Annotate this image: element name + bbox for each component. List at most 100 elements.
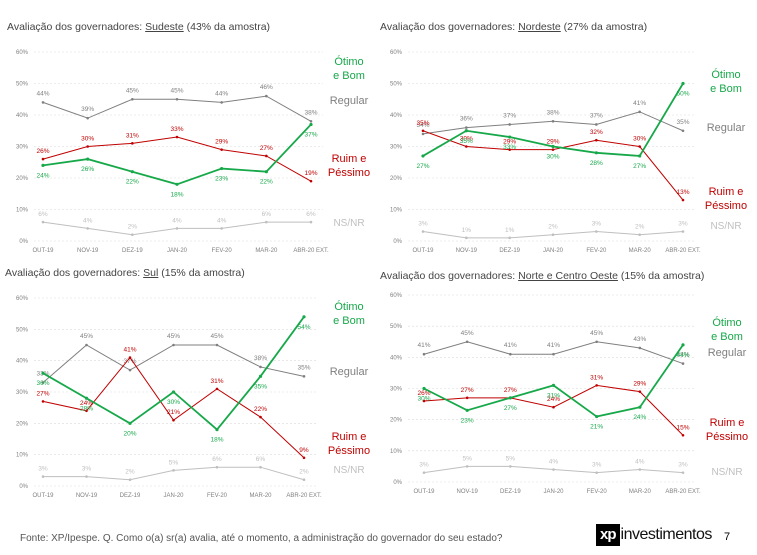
point-otimo xyxy=(41,371,45,375)
x-tick-label: NOV-19 xyxy=(456,248,478,254)
y-tick-label: 50% xyxy=(16,327,29,333)
point-regular xyxy=(86,116,89,120)
point-regular xyxy=(215,343,219,347)
data-label-ruim: 24% xyxy=(80,400,93,407)
data-label-regular: 43% xyxy=(633,336,646,343)
point-ns xyxy=(172,469,175,472)
point-ns xyxy=(509,465,512,468)
y-tick-label: 50% xyxy=(390,82,403,88)
title-region: Sul xyxy=(143,267,159,279)
data-label-regular: 38% xyxy=(546,109,559,116)
data-label-otimo: 30% xyxy=(167,399,180,406)
legend-ns: NS/NR xyxy=(333,218,364,229)
data-label-regular: 41% xyxy=(504,342,517,349)
data-label-ns: 3% xyxy=(418,221,428,228)
point-regular xyxy=(595,340,598,344)
data-label-otimo: 18% xyxy=(210,437,223,444)
point-ruim xyxy=(128,356,132,359)
point-ruim xyxy=(86,145,89,148)
y-tick-label: 40% xyxy=(16,113,29,119)
point-regular xyxy=(259,365,262,369)
legend-otimo: Ótimo xyxy=(712,316,741,329)
data-label-ruim: 9% xyxy=(299,447,309,454)
point-regular xyxy=(422,352,426,356)
point-ns xyxy=(421,230,425,233)
x-tick-label: FEV-20 xyxy=(586,248,607,254)
data-label-ns: 2% xyxy=(299,469,309,476)
data-label-ns: 3% xyxy=(38,466,48,473)
point-ruim xyxy=(172,418,175,422)
plot-nordeste: 0% 10% 20% 30% 40% 50% 60% OUT-19 NOV-19 DEZ-19 JA… xyxy=(390,50,747,254)
point-ns xyxy=(220,227,223,230)
point-otimo xyxy=(86,157,90,161)
point-otimo xyxy=(421,154,425,158)
data-label-otimo: 18% xyxy=(170,191,183,198)
legend-ruim: Ruim e xyxy=(332,431,367,443)
data-label-ruim: 15% xyxy=(676,424,689,431)
legend-otimo: e Bom xyxy=(333,70,365,82)
data-label-regular: 45% xyxy=(170,87,183,94)
point-ns xyxy=(309,220,313,224)
data-label-ns: 4% xyxy=(172,217,182,224)
legend-otimo: Ótimo xyxy=(334,55,363,68)
data-label-ns: 5% xyxy=(462,455,472,462)
point-ruim xyxy=(41,400,45,403)
point-ruim xyxy=(175,135,179,139)
legend-regular: Regular xyxy=(330,366,369,378)
point-ruim xyxy=(551,148,555,151)
point-ruim xyxy=(552,405,555,409)
point-otimo xyxy=(175,182,179,186)
x-tick-label: NOV-19 xyxy=(77,248,99,254)
y-tick-label: 60% xyxy=(390,50,403,56)
chart-sudeste: Avaliação dos governadores: Sudeste (43%… xyxy=(0,0,378,265)
data-label-otimo: 27% xyxy=(633,163,646,170)
y-tick-label: 0% xyxy=(393,480,402,486)
point-regular xyxy=(85,343,88,347)
data-label-otimo: 24% xyxy=(36,172,49,179)
data-label-otimo: 28% xyxy=(80,405,93,412)
data-label-regular: 41% xyxy=(417,342,430,349)
point-regular xyxy=(508,123,511,126)
data-label-ruim: 35% xyxy=(416,120,429,127)
data-label-ruim: 26% xyxy=(417,390,430,397)
x-tick-label: ABR-20 EXT. xyxy=(293,248,329,254)
legend-ns: NS/NR xyxy=(711,467,742,478)
point-ns xyxy=(595,471,598,474)
data-label-otimo: 54% xyxy=(297,324,310,331)
title-prefix: Avaliação dos governadores: xyxy=(380,270,519,282)
point-otimo xyxy=(84,396,89,400)
legend-regular: Regular xyxy=(708,347,747,359)
point-ns xyxy=(465,465,469,468)
point-ns xyxy=(259,465,262,469)
x-tick-label: ABR-20 EXT. xyxy=(665,248,701,254)
point-otimo xyxy=(508,396,512,400)
data-label-ruim: 32% xyxy=(590,129,603,136)
point-otimo xyxy=(464,129,468,133)
title-region: Norte e Centro Oeste xyxy=(518,270,618,282)
point-otimo xyxy=(681,81,685,86)
data-label-ruim: 26% xyxy=(36,148,49,155)
data-label-otimo: 22% xyxy=(260,179,273,186)
point-ruim xyxy=(302,456,306,460)
title-suffix: (43% da amostra) xyxy=(183,21,271,33)
data-label-ns: 3% xyxy=(678,221,688,228)
point-ruim xyxy=(465,396,469,400)
title-suffix: (27% da amostra) xyxy=(560,21,648,33)
data-label-otimo: 35% xyxy=(254,383,267,390)
point-ruim xyxy=(595,138,598,142)
data-label-regular: 35% xyxy=(676,119,689,126)
data-label-ns: 3% xyxy=(678,462,688,469)
y-tick-label: 30% xyxy=(16,145,29,151)
point-ruim xyxy=(681,198,685,202)
data-label-otimo: 37% xyxy=(304,131,317,138)
legend-ruim: Péssimo xyxy=(328,445,370,457)
data-label-regular: 41% xyxy=(633,100,646,107)
y-tick-label: 10% xyxy=(16,453,29,459)
point-ruim xyxy=(265,154,268,158)
legend-ruim: Péssimo xyxy=(705,200,747,212)
data-label-ns: 2% xyxy=(635,224,645,231)
legend-otimo: Ótimo xyxy=(711,68,740,81)
point-regular xyxy=(551,120,555,123)
data-label-otimo: 30% xyxy=(546,154,559,161)
data-label-regular: 38% xyxy=(254,355,267,362)
